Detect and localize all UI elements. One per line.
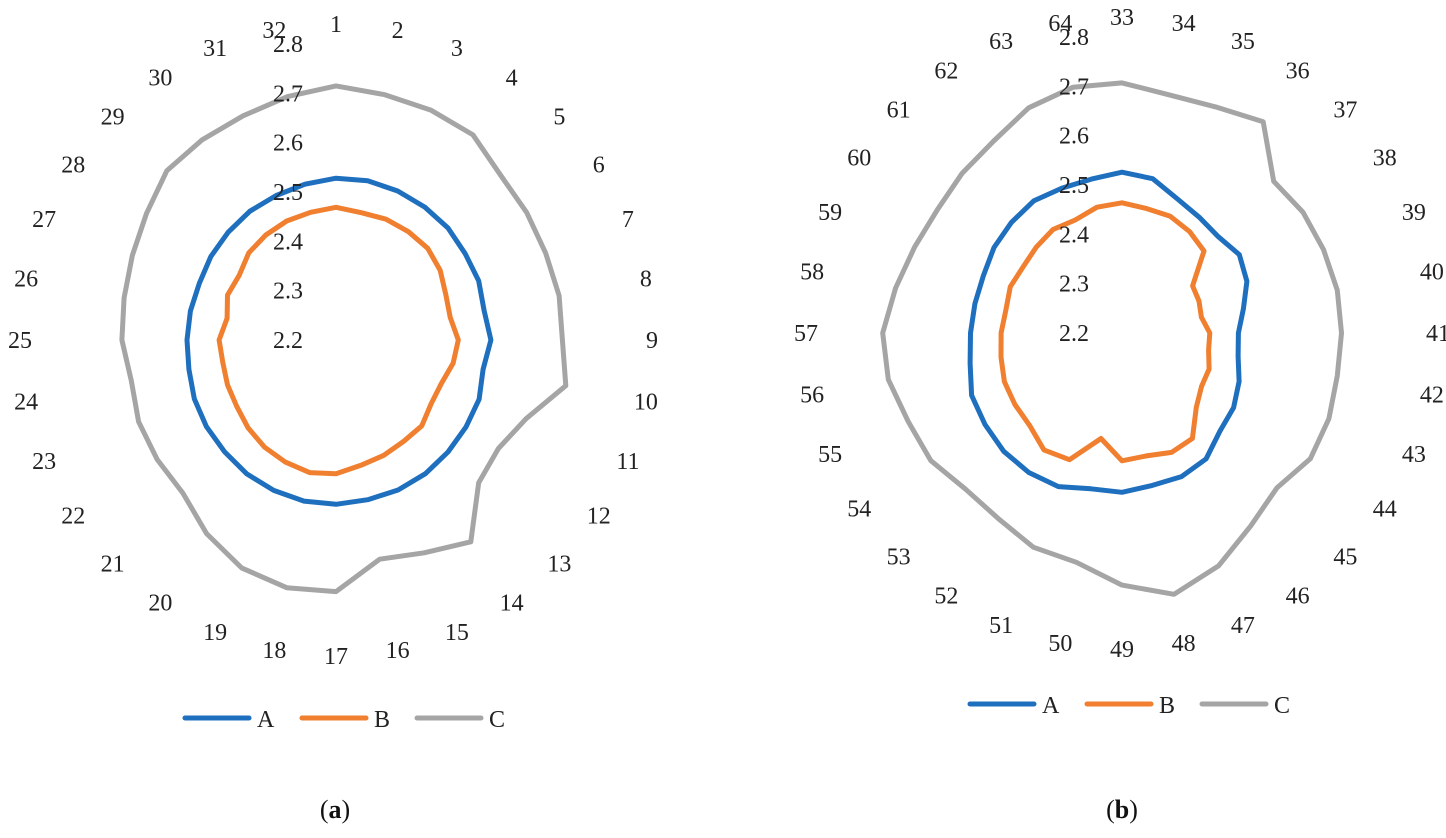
caption-a-letter: a <box>329 795 342 824</box>
category-label-60: 60 <box>847 145 871 171</box>
category-label-52: 52 <box>934 584 958 610</box>
category-label-5: 5 <box>553 105 565 131</box>
category-label-20: 20 <box>148 591 172 617</box>
category-label-8: 8 <box>640 266 652 292</box>
category-label-2: 2 <box>392 18 404 44</box>
category-label-7: 7 <box>622 207 634 233</box>
legend-label-b: B <box>374 707 390 733</box>
category-label-16: 16 <box>386 638 410 664</box>
radial-tick-label: 2.4 <box>273 229 303 255</box>
category-label-37: 37 <box>1333 98 1357 124</box>
category-label-36: 36 <box>1286 58 1310 84</box>
legend-label-b: B <box>1159 693 1175 719</box>
series-line-b <box>216 204 461 477</box>
category-label-34: 34 <box>1172 11 1196 37</box>
category-label-62: 62 <box>934 58 958 84</box>
category-label-54: 54 <box>847 497 871 523</box>
category-label-59: 59 <box>818 200 842 226</box>
legend-label-c: C <box>1274 693 1290 719</box>
category-label-53: 53 <box>887 544 911 570</box>
radial-tick-label: 2.8 <box>273 32 303 58</box>
category-label-21: 21 <box>101 551 125 577</box>
caption-b: (b) <box>1106 795 1138 824</box>
series-line-c <box>880 80 1344 597</box>
category-label-9: 9 <box>646 328 658 354</box>
category-label-26: 26 <box>14 266 38 292</box>
category-label-13: 13 <box>547 551 571 577</box>
radial-tick-label: 2.3 <box>1059 272 1089 298</box>
series-line-b <box>998 200 1213 464</box>
radial-tick-label: 2.2 <box>1059 321 1089 347</box>
category-label-23: 23 <box>32 449 56 475</box>
legend-label-a: A <box>257 707 275 733</box>
category-label-28: 28 <box>61 152 85 178</box>
category-label-44: 44 <box>1373 497 1397 523</box>
legend-label-a: A <box>1042 693 1060 719</box>
category-label-38: 38 <box>1373 145 1397 171</box>
radial-tick-label: 2.6 <box>1059 124 1089 150</box>
category-label-57: 57 <box>794 321 818 347</box>
category-label-3: 3 <box>451 36 463 62</box>
category-label-41: 41 <box>1426 321 1446 347</box>
category-label-45: 45 <box>1333 544 1357 570</box>
category-label-46: 46 <box>1286 584 1310 610</box>
category-label-56: 56 <box>800 383 824 409</box>
series-line-a <box>967 169 1250 495</box>
category-label-64: 64 <box>1048 11 1072 37</box>
category-label-22: 22 <box>61 504 85 530</box>
category-label-12: 12 <box>587 504 611 530</box>
radial-tick-label: 2.5 <box>273 180 303 206</box>
category-label-25: 25 <box>8 328 32 354</box>
radial-tick-label: 2.3 <box>273 279 303 305</box>
category-label-39: 39 <box>1402 200 1426 226</box>
series-line-c <box>119 83 569 595</box>
radial-tick-label: 2.5 <box>1059 173 1089 199</box>
category-label-11: 11 <box>616 449 639 475</box>
category-label-61: 61 <box>887 98 911 124</box>
category-label-10: 10 <box>634 390 658 416</box>
caption-a: (a) <box>320 795 350 824</box>
category-label-47: 47 <box>1231 613 1255 639</box>
category-label-27: 27 <box>32 207 56 233</box>
category-label-15: 15 <box>445 620 469 646</box>
legend-label-c: C <box>489 707 505 733</box>
category-label-14: 14 <box>500 591 524 617</box>
radial-tick-label: 2.7 <box>1059 74 1089 100</box>
category-label-49: 49 <box>1110 637 1134 663</box>
category-label-30: 30 <box>148 65 172 91</box>
category-label-29: 29 <box>101 105 125 131</box>
category-label-32: 32 <box>262 18 286 44</box>
category-label-58: 58 <box>800 259 824 285</box>
category-label-24: 24 <box>14 390 38 416</box>
category-label-17: 17 <box>324 644 348 670</box>
radial-tick-label: 2.8 <box>1059 25 1089 51</box>
category-label-50: 50 <box>1048 631 1072 657</box>
radial-tick-label: 2.6 <box>273 131 303 157</box>
series-line-a <box>184 175 494 507</box>
caption-b-letter: b <box>1115 795 1129 824</box>
category-label-40: 40 <box>1420 259 1444 285</box>
radar-chart-a: 1 234567891011121314151617181920212223242… <box>8 12 658 733</box>
category-label-48: 48 <box>1172 631 1196 657</box>
radial-tick-label: 2.4 <box>1059 222 1089 248</box>
category-label-18: 18 <box>262 638 286 664</box>
radial-tick-label: 2.2 <box>273 328 303 354</box>
category-label-43: 43 <box>1402 442 1426 468</box>
category-label-63: 63 <box>989 29 1013 55</box>
category-label-51: 51 <box>989 613 1013 639</box>
category-label-42: 42 <box>1420 383 1444 409</box>
category-label-4: 4 <box>506 65 518 91</box>
category-label-35: 35 <box>1231 29 1255 55</box>
category-label-1: 1 <box>330 12 342 38</box>
category-label-19: 19 <box>203 620 227 646</box>
category-label-6: 6 <box>593 152 605 178</box>
radar-chart-b: 33 34 35 36 37 38 39 40 41 42 43 44 45 46 47 48 49 50 51 52… <box>794 5 1446 719</box>
category-label-31: 31 <box>203 36 227 62</box>
category-label-55: 55 <box>818 442 842 468</box>
category-label-33: 33 <box>1110 5 1134 31</box>
radial-tick-label: 2.7 <box>273 81 303 107</box>
